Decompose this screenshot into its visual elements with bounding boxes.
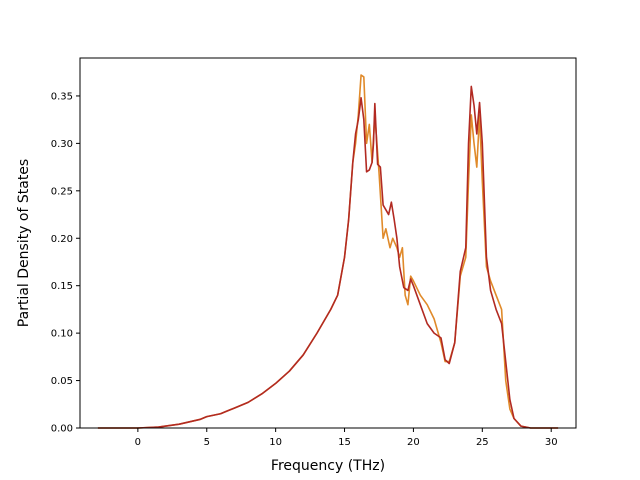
y-tick-label: 0.35 (51, 91, 73, 102)
x-tick-label: 20 (407, 437, 420, 448)
plot-frame (79, 57, 577, 429)
y-tick-label: 0.05 (51, 376, 73, 387)
y-tick-label: 0.10 (51, 329, 73, 340)
x-tick-label: 15 (338, 437, 351, 448)
series-line-2 (97, 85, 559, 429)
y-axis: 0.00 0.05 0.10 0.15 0.20 0.25 0.30 0.35 (51, 91, 80, 435)
x-tick-label: 5 (204, 437, 210, 448)
y-tick-label: 0.00 (51, 424, 73, 435)
x-tick-label: 30 (545, 437, 558, 448)
y-tick-label: 0.20 (51, 234, 73, 245)
x-tick-label: 0 (135, 437, 141, 448)
x-axis: 0 5 10 15 20 25 30 (135, 428, 558, 448)
x-tick-label: 25 (476, 437, 489, 448)
y-axis-title: Partial Density of States (16, 159, 32, 327)
x-tick-label: 10 (269, 437, 282, 448)
y-tick-label: 0.15 (51, 281, 73, 292)
series-layer (97, 74, 559, 429)
y-tick-label: 0.25 (51, 186, 73, 197)
x-axis-title: Frequency (THz) (271, 458, 385, 474)
y-tick-label: 0.30 (51, 139, 73, 150)
